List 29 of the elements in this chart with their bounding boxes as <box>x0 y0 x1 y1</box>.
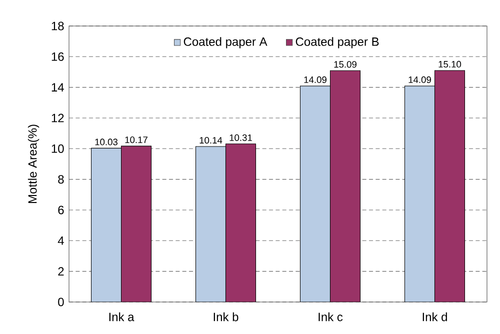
y-axis-title: Mottle Area(%) <box>28 124 40 204</box>
x-tick-label: Ink b <box>214 312 238 322</box>
y-tick-label: 6 <box>58 206 64 214</box>
x-tick-label: Ink d <box>422 312 447 322</box>
y-tick-label: 18 <box>52 22 64 30</box>
legend-label: Coated paper A <box>184 37 268 48</box>
y-tick-label: 14 <box>52 83 64 92</box>
y-tick-label: 4 <box>58 236 64 245</box>
x-tick-label: Ink a <box>109 312 134 322</box>
y-tick-label: 10 <box>52 144 64 153</box>
bar <box>195 146 226 302</box>
y-tick-label: 16 <box>52 52 64 61</box>
data-label: 14.09 <box>408 76 431 84</box>
data-label: 10.31 <box>230 134 252 141</box>
data-label: 10.03 <box>95 138 118 146</box>
legend-label: Coated paper B <box>296 37 379 48</box>
data-label: 10.17 <box>125 136 148 144</box>
y-tick-label: 0 <box>58 298 64 306</box>
bar <box>300 86 331 302</box>
data-label: 14.09 <box>304 76 326 84</box>
data-label: 15.09 <box>334 61 356 68</box>
y-tick-label: 2 <box>58 267 64 276</box>
y-tick-label: 8 <box>58 175 64 184</box>
bar <box>404 86 436 302</box>
data-label: 10.14 <box>200 136 222 144</box>
y-tick-label: 12 <box>52 114 64 122</box>
data-label: 15.10 <box>438 60 462 68</box>
x-tick-label: Ink c <box>318 312 343 322</box>
bar <box>90 148 122 302</box>
